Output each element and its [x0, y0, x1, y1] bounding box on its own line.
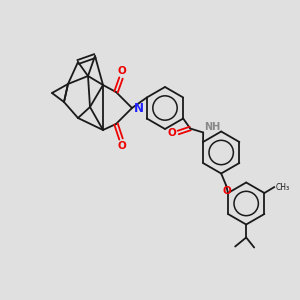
Text: O: O [118, 141, 126, 151]
Text: CH₃: CH₃ [275, 182, 290, 191]
Text: O: O [118, 66, 126, 76]
Text: NH: NH [204, 122, 220, 131]
Text: O: O [223, 187, 232, 196]
Text: O: O [167, 128, 176, 137]
Text: N: N [134, 101, 144, 115]
